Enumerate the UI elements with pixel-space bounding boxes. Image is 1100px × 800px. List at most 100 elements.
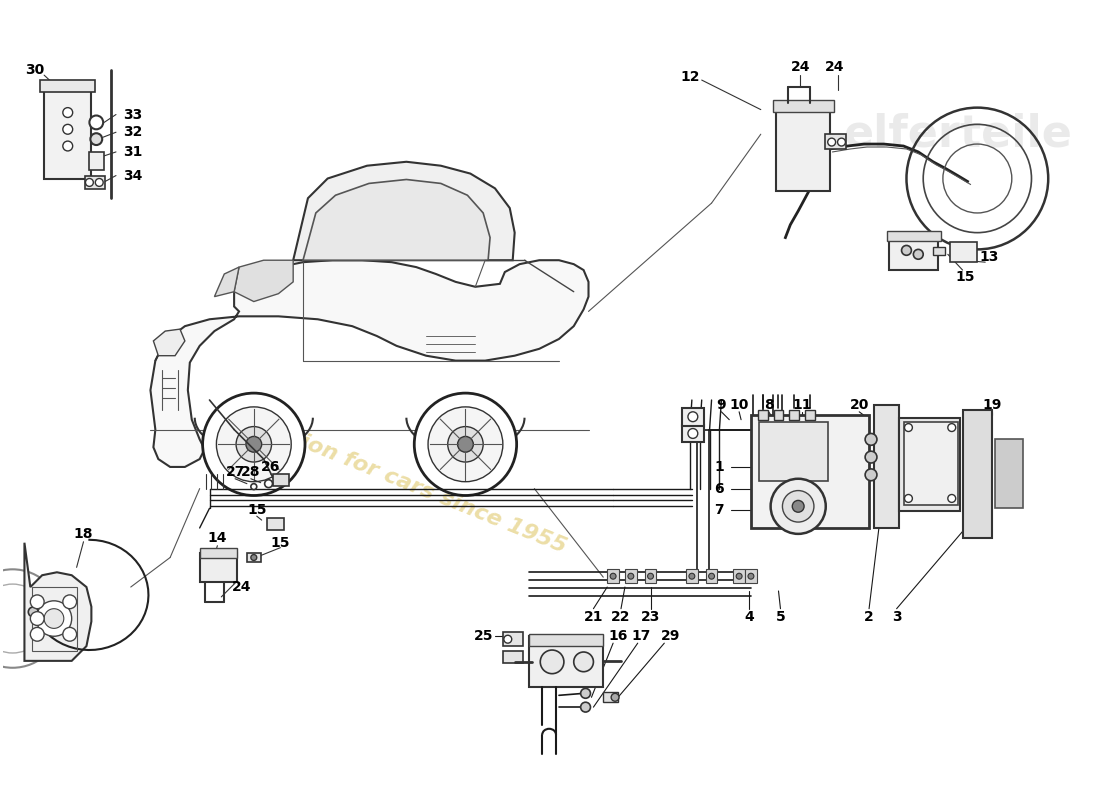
Circle shape — [610, 574, 616, 579]
Circle shape — [902, 246, 912, 255]
Circle shape — [689, 574, 695, 579]
Bar — [751, 414, 869, 528]
Bar — [772, 100, 834, 111]
Text: 21: 21 — [584, 610, 603, 623]
Bar — [200, 553, 238, 582]
Bar — [682, 408, 704, 426]
Circle shape — [63, 595, 77, 609]
Text: 18: 18 — [74, 527, 94, 541]
Text: 12: 12 — [680, 70, 700, 84]
Bar — [889, 233, 938, 270]
Circle shape — [782, 490, 814, 522]
Bar — [962, 410, 992, 538]
Text: 15: 15 — [271, 536, 290, 550]
Bar — [903, 422, 958, 506]
Circle shape — [913, 250, 923, 259]
Text: 23: 23 — [641, 610, 660, 623]
Text: 34: 34 — [123, 169, 142, 182]
Bar — [44, 83, 91, 179]
Polygon shape — [234, 260, 294, 302]
Bar — [266, 518, 284, 530]
Circle shape — [31, 627, 44, 641]
Polygon shape — [153, 329, 185, 356]
Bar — [682, 425, 704, 442]
Bar — [996, 439, 1023, 508]
Text: 17: 17 — [631, 630, 650, 643]
Circle shape — [63, 124, 73, 134]
Circle shape — [904, 494, 912, 502]
Circle shape — [574, 652, 593, 672]
Bar — [933, 247, 945, 255]
Bar — [790, 410, 800, 420]
Circle shape — [948, 494, 956, 502]
Circle shape — [581, 702, 591, 712]
Text: 15: 15 — [248, 503, 266, 518]
Bar — [607, 570, 619, 583]
Circle shape — [736, 574, 743, 579]
Text: 14: 14 — [208, 531, 227, 545]
Bar — [776, 102, 829, 191]
Polygon shape — [294, 162, 515, 260]
Circle shape — [748, 574, 754, 579]
Text: 24: 24 — [791, 60, 810, 74]
Bar — [503, 632, 522, 646]
Text: a passion for cars since 1955: a passion for cars since 1955 — [223, 401, 570, 557]
Text: 15: 15 — [956, 270, 976, 284]
Text: 22: 22 — [612, 610, 630, 623]
Circle shape — [581, 689, 591, 698]
Bar — [874, 405, 899, 528]
Polygon shape — [302, 179, 491, 260]
Bar — [246, 553, 261, 562]
Text: 1: 1 — [715, 460, 724, 474]
Text: 9: 9 — [716, 398, 726, 412]
Circle shape — [688, 429, 697, 438]
Circle shape — [648, 574, 653, 579]
Circle shape — [63, 627, 77, 641]
Text: 30: 30 — [24, 63, 44, 78]
Circle shape — [63, 141, 73, 151]
Circle shape — [428, 407, 503, 482]
Circle shape — [904, 424, 912, 431]
Bar — [89, 152, 104, 170]
Text: elferteile: elferteile — [844, 113, 1072, 156]
Bar — [86, 175, 106, 190]
Bar — [41, 80, 96, 92]
Circle shape — [540, 650, 564, 674]
Circle shape — [96, 178, 103, 186]
Text: 31: 31 — [123, 145, 142, 159]
Circle shape — [31, 595, 44, 609]
Text: 20: 20 — [849, 398, 869, 412]
Bar — [645, 570, 657, 583]
Circle shape — [86, 178, 94, 186]
Circle shape — [827, 138, 836, 146]
Circle shape — [246, 437, 262, 452]
Text: 32: 32 — [123, 126, 142, 139]
Text: 25: 25 — [473, 630, 493, 643]
Text: 29: 29 — [660, 630, 680, 643]
Circle shape — [265, 480, 273, 488]
Circle shape — [688, 412, 697, 422]
Bar — [745, 570, 757, 583]
Circle shape — [865, 469, 877, 481]
Text: 26: 26 — [261, 460, 280, 474]
Bar — [825, 134, 846, 149]
Text: 19: 19 — [982, 398, 1002, 412]
Circle shape — [251, 484, 256, 490]
Circle shape — [202, 393, 305, 495]
Circle shape — [837, 138, 846, 146]
Bar — [625, 570, 637, 583]
Bar — [759, 422, 827, 481]
Circle shape — [236, 426, 272, 462]
Text: 2: 2 — [865, 610, 873, 623]
Circle shape — [251, 554, 256, 561]
Circle shape — [628, 574, 634, 579]
Circle shape — [31, 612, 44, 626]
Circle shape — [29, 607, 38, 617]
Text: 27: 27 — [226, 465, 245, 479]
Bar — [773, 410, 783, 420]
Bar — [734, 570, 745, 583]
Circle shape — [865, 434, 877, 446]
Text: 6: 6 — [715, 482, 724, 495]
Polygon shape — [24, 542, 91, 661]
Circle shape — [771, 478, 826, 534]
